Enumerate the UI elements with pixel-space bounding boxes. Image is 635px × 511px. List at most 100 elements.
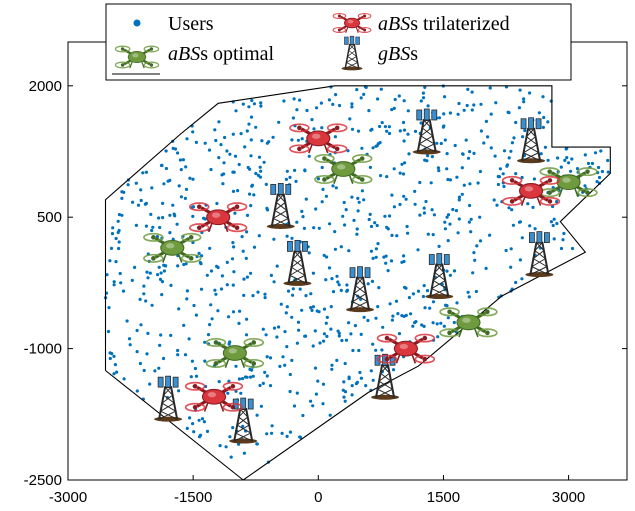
user-point [312, 127, 316, 131]
user-point [400, 314, 404, 318]
user-point [230, 257, 235, 261]
user-point [229, 455, 233, 459]
user-point [248, 167, 252, 171]
user-point [421, 294, 425, 299]
user-point [368, 212, 372, 216]
user-point [349, 332, 353, 336]
user-point [350, 105, 354, 109]
user-point [521, 135, 525, 139]
user-point [168, 231, 172, 235]
user-point [183, 196, 187, 200]
user-point [286, 289, 291, 293]
user-point [404, 197, 408, 201]
gbs-tower-marker [229, 397, 258, 444]
user-point [424, 199, 428, 204]
coverage-boundary [104, 85, 611, 481]
user-point [402, 128, 407, 132]
user-point [359, 332, 363, 336]
user-point [285, 305, 289, 309]
user-point [562, 231, 566, 236]
user-point [454, 209, 458, 213]
user-point [402, 99, 406, 103]
abs-optimal-marker [539, 167, 598, 198]
user-point [239, 391, 243, 395]
user-point [161, 201, 165, 205]
user-point [175, 222, 179, 226]
user-point [208, 323, 212, 327]
user-point [583, 184, 587, 188]
user-point [583, 153, 587, 157]
user-point [353, 324, 357, 328]
user-point [125, 319, 129, 323]
gbs-tower-marker [346, 266, 375, 313]
user-point [218, 444, 222, 448]
user-point [268, 356, 273, 360]
y-tick-label: 500 [37, 209, 62, 226]
user-point [531, 205, 535, 209]
user-point [442, 112, 446, 116]
user-point [405, 224, 409, 229]
user-point [130, 278, 134, 282]
user-point [448, 178, 452, 182]
user-point [203, 217, 207, 221]
user-point [191, 177, 195, 181]
user-point [296, 320, 301, 324]
user-point [436, 166, 440, 170]
user-point [502, 184, 506, 189]
user-point [466, 87, 470, 91]
user-point [422, 211, 426, 215]
user-point [437, 244, 441, 248]
user-point [173, 214, 177, 218]
user-point [501, 172, 505, 176]
user-point [309, 292, 313, 296]
x-tick-label: 1500 [427, 489, 460, 506]
user-point [403, 285, 407, 289]
user-point [374, 316, 378, 320]
user-point [376, 142, 380, 146]
user-point [179, 195, 183, 199]
user-point [355, 232, 359, 236]
user-point [185, 289, 189, 293]
user-point [134, 223, 138, 227]
user-point [510, 208, 514, 212]
user-point [193, 366, 197, 371]
user-point [245, 275, 249, 279]
user-point [541, 125, 546, 129]
user-point [351, 348, 355, 353]
user-point [407, 296, 411, 300]
user-point [367, 217, 371, 222]
abs-trilaterized-marker [289, 123, 348, 154]
user-point [250, 368, 254, 372]
user-point [254, 125, 258, 129]
user-point [265, 432, 269, 436]
legend-abs-trilaterized-marker [332, 12, 372, 34]
user-point [127, 337, 132, 341]
user-point [231, 426, 235, 430]
user-point [307, 251, 311, 255]
user-point [249, 115, 254, 119]
abs-optimal-marker [205, 337, 265, 368]
user-point [456, 231, 460, 235]
user-point [502, 149, 507, 153]
user-point [470, 108, 474, 112]
user-point [445, 215, 449, 219]
user-point [398, 202, 402, 207]
user-point [443, 227, 447, 231]
user-point [249, 204, 253, 208]
user-point [112, 354, 116, 358]
user-point [315, 106, 319, 110]
user-point [269, 273, 273, 277]
user-point [468, 203, 472, 208]
user-point [498, 167, 502, 171]
user-point [150, 228, 154, 233]
user-point [330, 277, 334, 281]
user-point [387, 131, 392, 136]
user-point [301, 413, 305, 418]
user-point [539, 152, 543, 156]
user-point [283, 330, 287, 334]
user-point [250, 98, 254, 103]
user-point [520, 277, 524, 281]
user-point [259, 404, 263, 408]
user-point [236, 189, 240, 193]
